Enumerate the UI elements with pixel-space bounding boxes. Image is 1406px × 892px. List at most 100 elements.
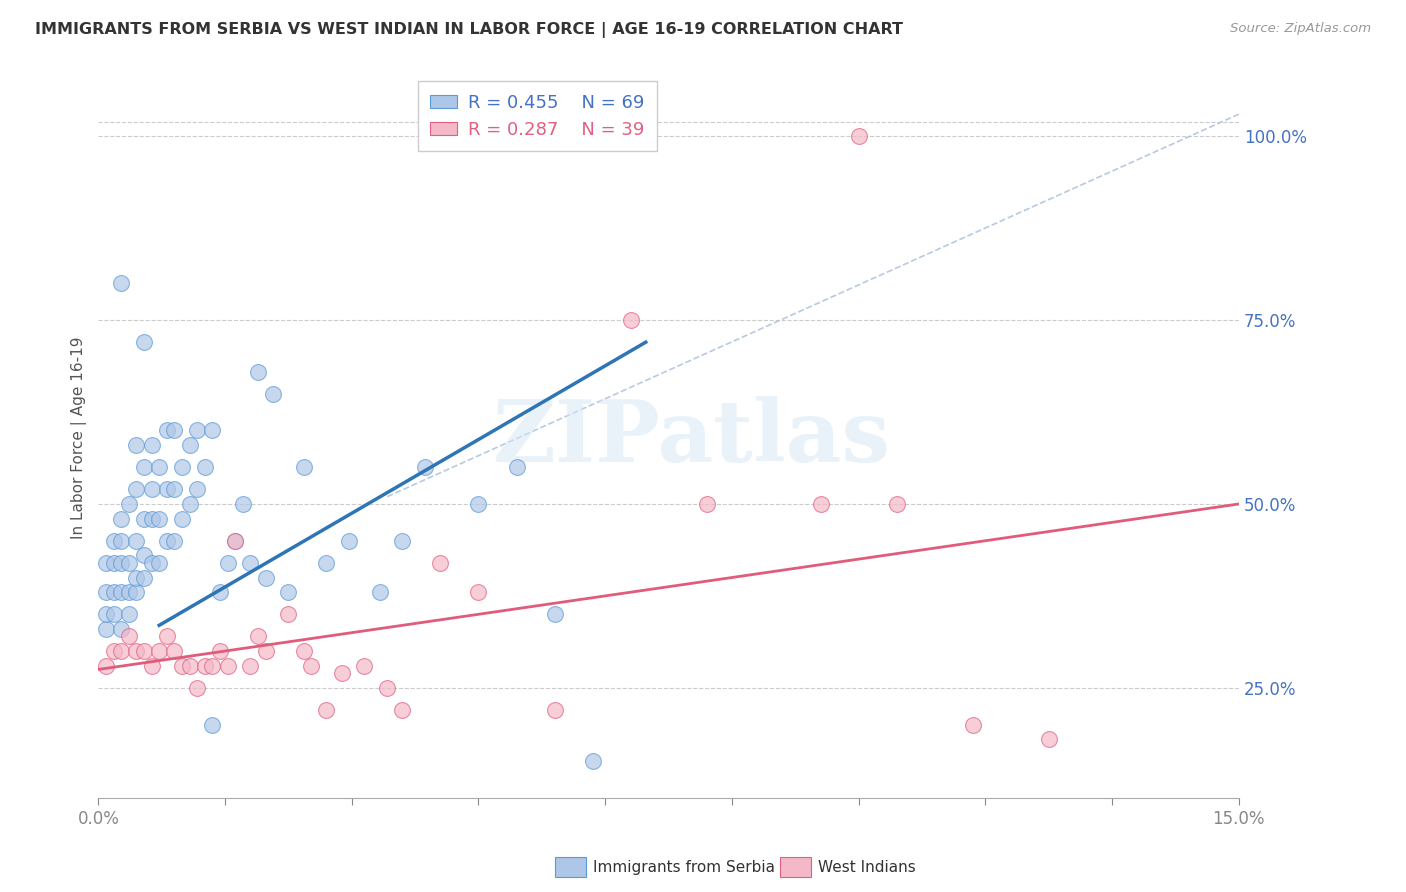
Point <box>262 386 284 401</box>
Point <box>368 585 391 599</box>
Point <box>315 556 337 570</box>
Point <box>110 622 132 636</box>
Point <box>103 556 125 570</box>
Point <box>179 658 201 673</box>
Point <box>330 666 353 681</box>
Point <box>132 549 155 563</box>
Point <box>132 570 155 584</box>
Point <box>201 424 224 438</box>
Point <box>125 570 148 584</box>
Point <box>619 313 641 327</box>
Point <box>696 497 718 511</box>
Point <box>467 497 489 511</box>
Point <box>201 717 224 731</box>
Point <box>315 703 337 717</box>
Point <box>224 533 246 548</box>
Point <box>132 511 155 525</box>
Point <box>125 438 148 452</box>
Point <box>179 438 201 452</box>
Point <box>103 607 125 622</box>
Point <box>1038 732 1060 747</box>
Point <box>163 424 186 438</box>
Point <box>277 607 299 622</box>
Point <box>132 335 155 350</box>
Point <box>186 483 208 497</box>
Point <box>208 585 231 599</box>
Point <box>103 585 125 599</box>
Point <box>179 497 201 511</box>
Point <box>110 585 132 599</box>
Legend: R = 0.455    N = 69, R = 0.287    N = 39: R = 0.455 N = 69, R = 0.287 N = 39 <box>418 81 657 152</box>
Point <box>247 365 270 379</box>
Point <box>163 644 186 658</box>
Point <box>886 497 908 511</box>
Point <box>292 460 315 475</box>
Point <box>132 460 155 475</box>
Point <box>375 681 398 695</box>
Point <box>148 556 170 570</box>
Point <box>224 533 246 548</box>
Point <box>110 533 132 548</box>
Point <box>239 658 262 673</box>
Point <box>94 622 117 636</box>
Point <box>141 658 163 673</box>
Point <box>94 607 117 622</box>
Point <box>208 644 231 658</box>
Point <box>962 717 984 731</box>
Point <box>125 533 148 548</box>
Point <box>125 585 148 599</box>
Point <box>247 629 270 643</box>
Point <box>810 497 832 511</box>
Point <box>156 424 179 438</box>
Point <box>254 644 277 658</box>
Text: Source: ZipAtlas.com: Source: ZipAtlas.com <box>1230 22 1371 36</box>
Point <box>217 556 239 570</box>
Point <box>148 511 170 525</box>
Point <box>163 483 186 497</box>
Point <box>277 585 299 599</box>
Text: Immigrants from Serbia: Immigrants from Serbia <box>593 860 775 874</box>
Point <box>103 644 125 658</box>
Point <box>353 658 375 673</box>
Point <box>94 658 117 673</box>
Point <box>156 533 179 548</box>
Point <box>125 644 148 658</box>
Point <box>413 460 436 475</box>
Point <box>118 497 141 511</box>
Point <box>118 607 141 622</box>
Point <box>110 644 132 658</box>
Point <box>156 483 179 497</box>
Point <box>543 703 565 717</box>
Point <box>148 644 170 658</box>
Point <box>201 658 224 673</box>
Text: IMMIGRANTS FROM SERBIA VS WEST INDIAN IN LABOR FORCE | AGE 16-19 CORRELATION CHA: IMMIGRANTS FROM SERBIA VS WEST INDIAN IN… <box>35 22 903 38</box>
Point <box>110 556 132 570</box>
Point <box>170 511 193 525</box>
Point <box>505 460 527 475</box>
Point <box>94 556 117 570</box>
Point <box>848 129 870 144</box>
Point <box>156 629 179 643</box>
Point <box>543 607 565 622</box>
Point <box>239 556 262 570</box>
Point <box>110 511 132 525</box>
Point <box>103 533 125 548</box>
Point <box>337 533 360 548</box>
Text: West Indians: West Indians <box>818 860 917 874</box>
Point <box>467 585 489 599</box>
Point <box>292 644 315 658</box>
Y-axis label: In Labor Force | Age 16-19: In Labor Force | Age 16-19 <box>72 336 87 539</box>
Point <box>194 460 217 475</box>
Point <box>170 658 193 673</box>
Point <box>148 460 170 475</box>
Point <box>194 658 217 673</box>
Point <box>391 703 413 717</box>
Point <box>94 585 117 599</box>
Point <box>141 511 163 525</box>
Point <box>186 681 208 695</box>
Point <box>217 658 239 673</box>
Point <box>170 460 193 475</box>
Point <box>254 570 277 584</box>
Point <box>141 483 163 497</box>
Point <box>132 644 155 658</box>
